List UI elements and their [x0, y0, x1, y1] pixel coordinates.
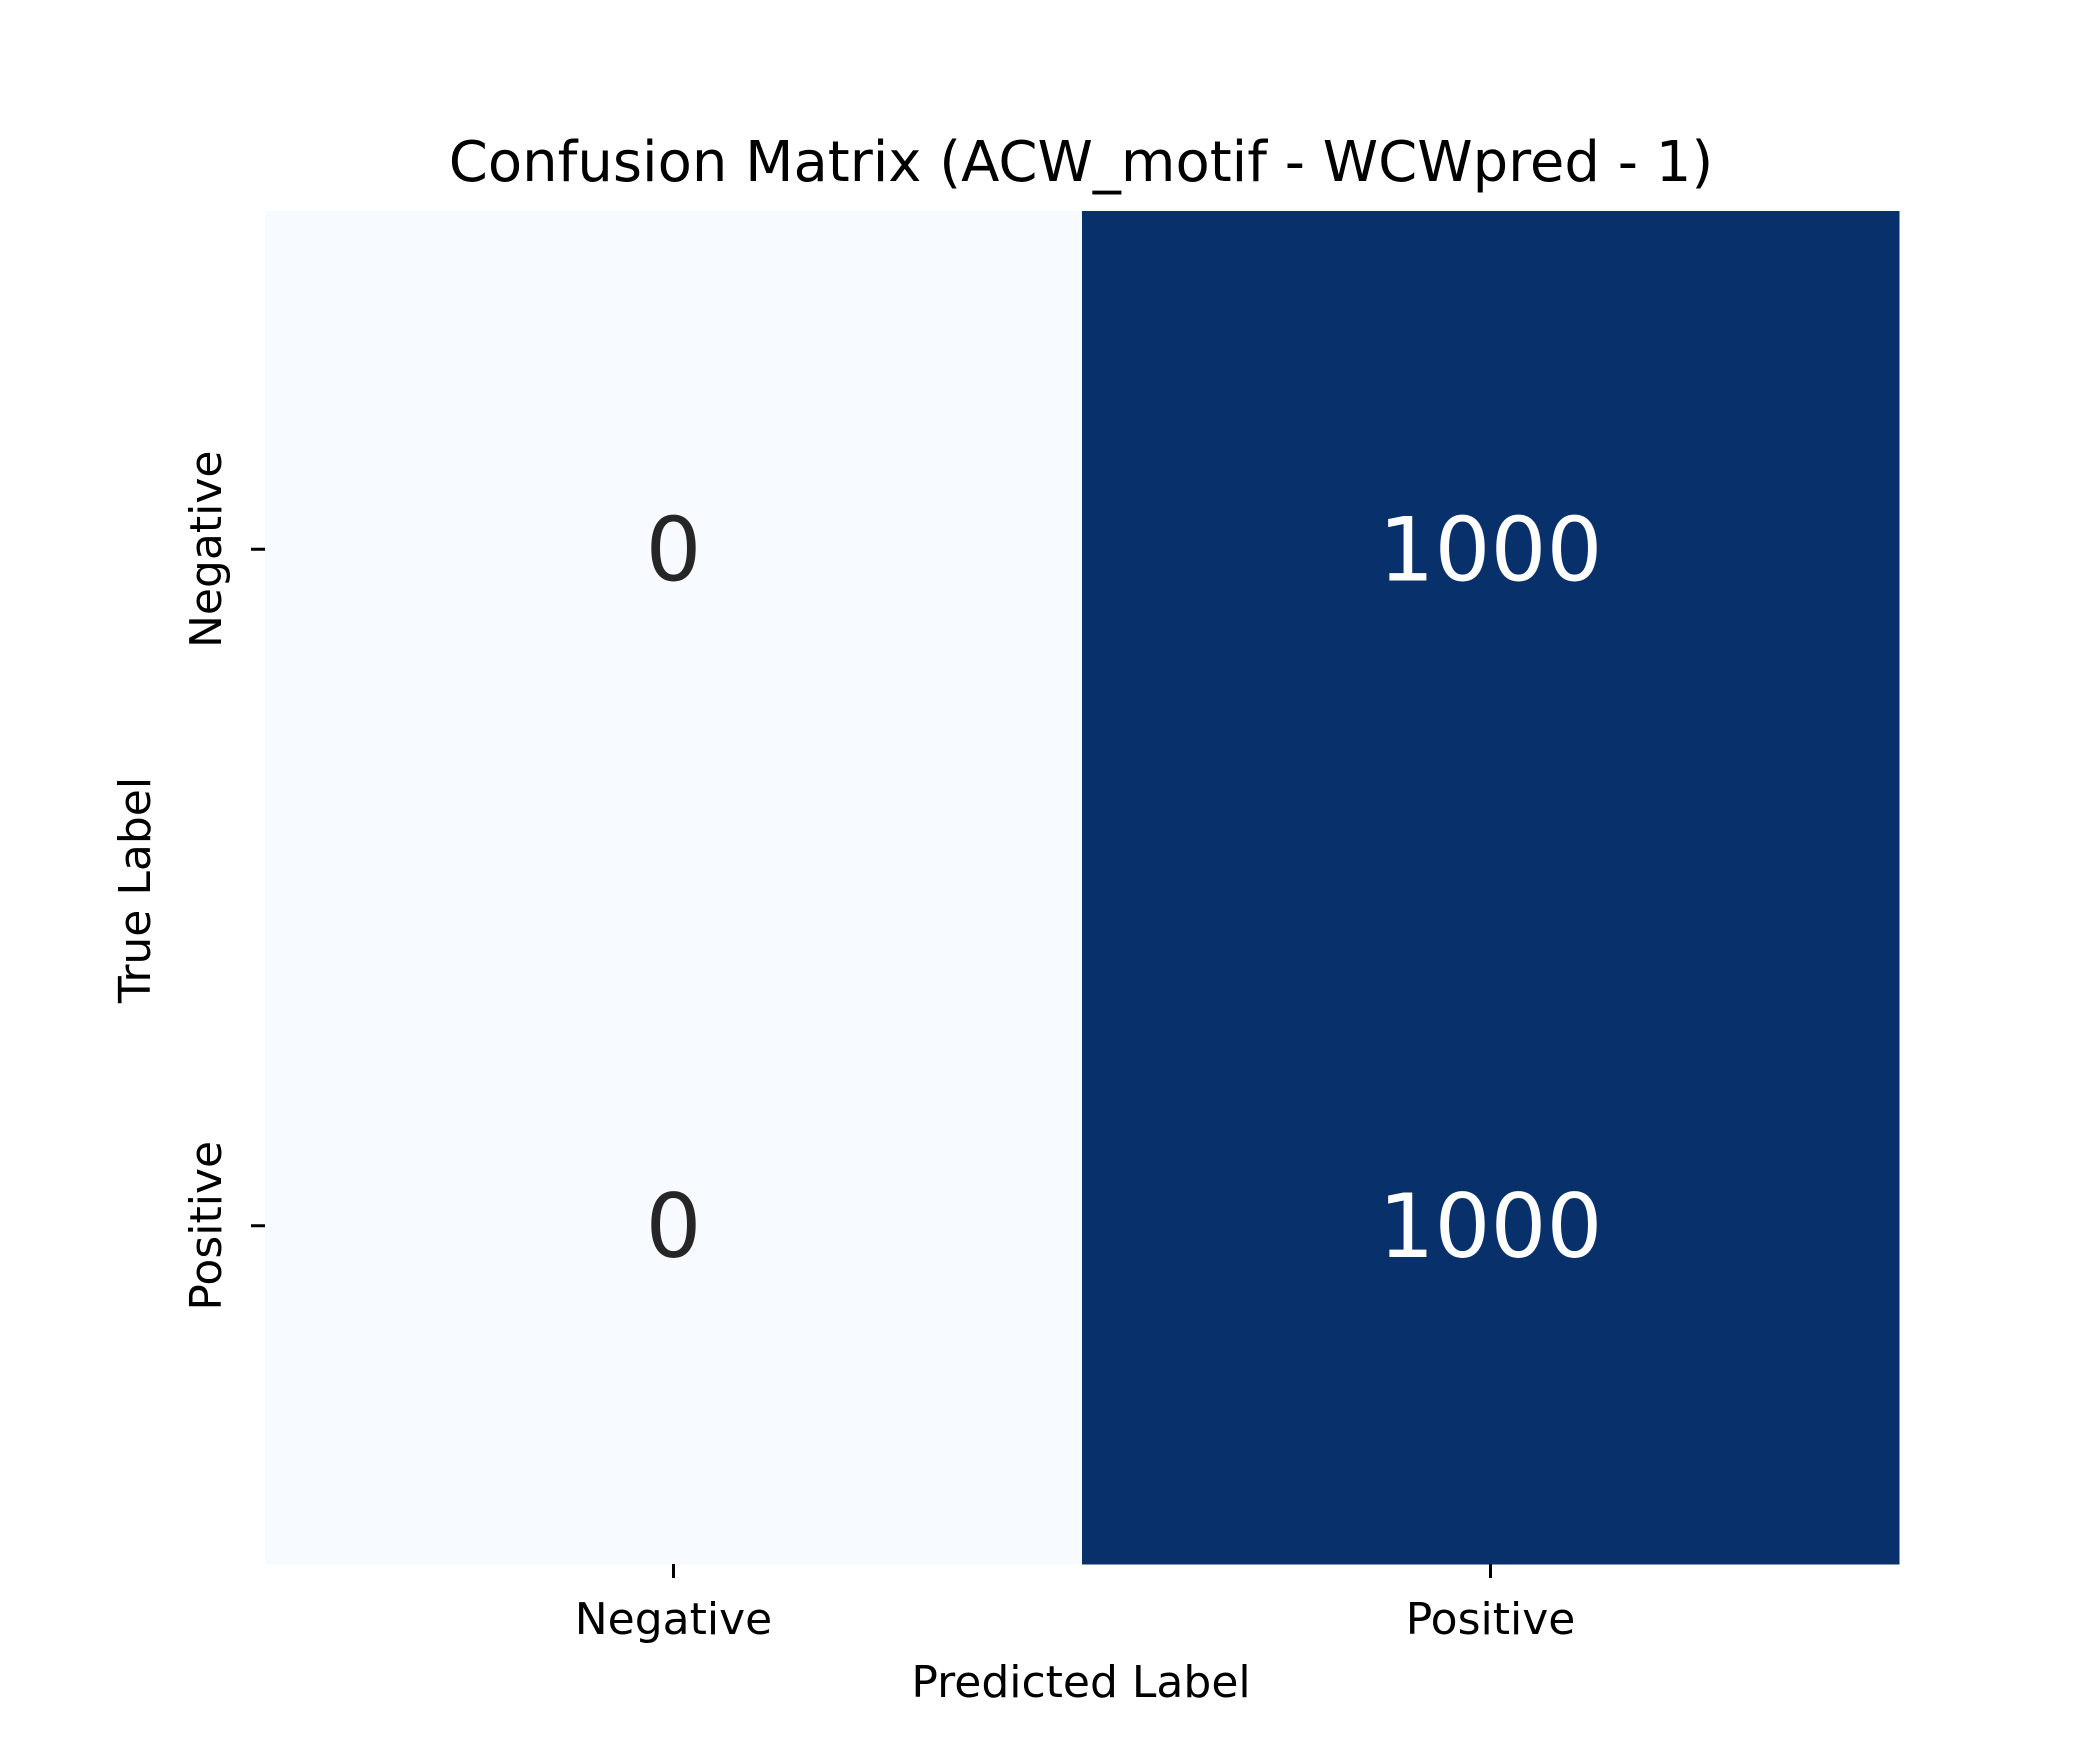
heatmap-cell-labels: 0 1000 0 1000 [646, 498, 1603, 1278]
heatmap-cell [265, 211, 1083, 888]
x-axis-ticks: Negative Positive [575, 1564, 1576, 1645]
x-tick-label: Positive [1406, 1594, 1576, 1645]
cell-value-label: 0 [646, 498, 702, 601]
heatmap-cell [265, 887, 1083, 1565]
cell-value-label: 1000 [1379, 498, 1603, 601]
x-tick-label: Negative [575, 1594, 772, 1645]
y-axis-ticks: Negative Positive [181, 451, 265, 1311]
cell-value-label: 1000 [1379, 1175, 1603, 1278]
heatmap-cell [1082, 211, 1900, 888]
heatmap-cells [265, 211, 1900, 1565]
y-tick-label: Positive [181, 1141, 232, 1311]
x-axis-label: Predicted Label [911, 1657, 1250, 1708]
cell-value-label: 0 [646, 1175, 702, 1278]
y-axis-label: True Label [110, 777, 161, 1004]
heatmap-cell [1082, 887, 1900, 1565]
chart-title: Confusion Matrix (ACW_motif - WCWpred - … [449, 130, 1713, 195]
y-tick-label: Negative [181, 451, 232, 648]
